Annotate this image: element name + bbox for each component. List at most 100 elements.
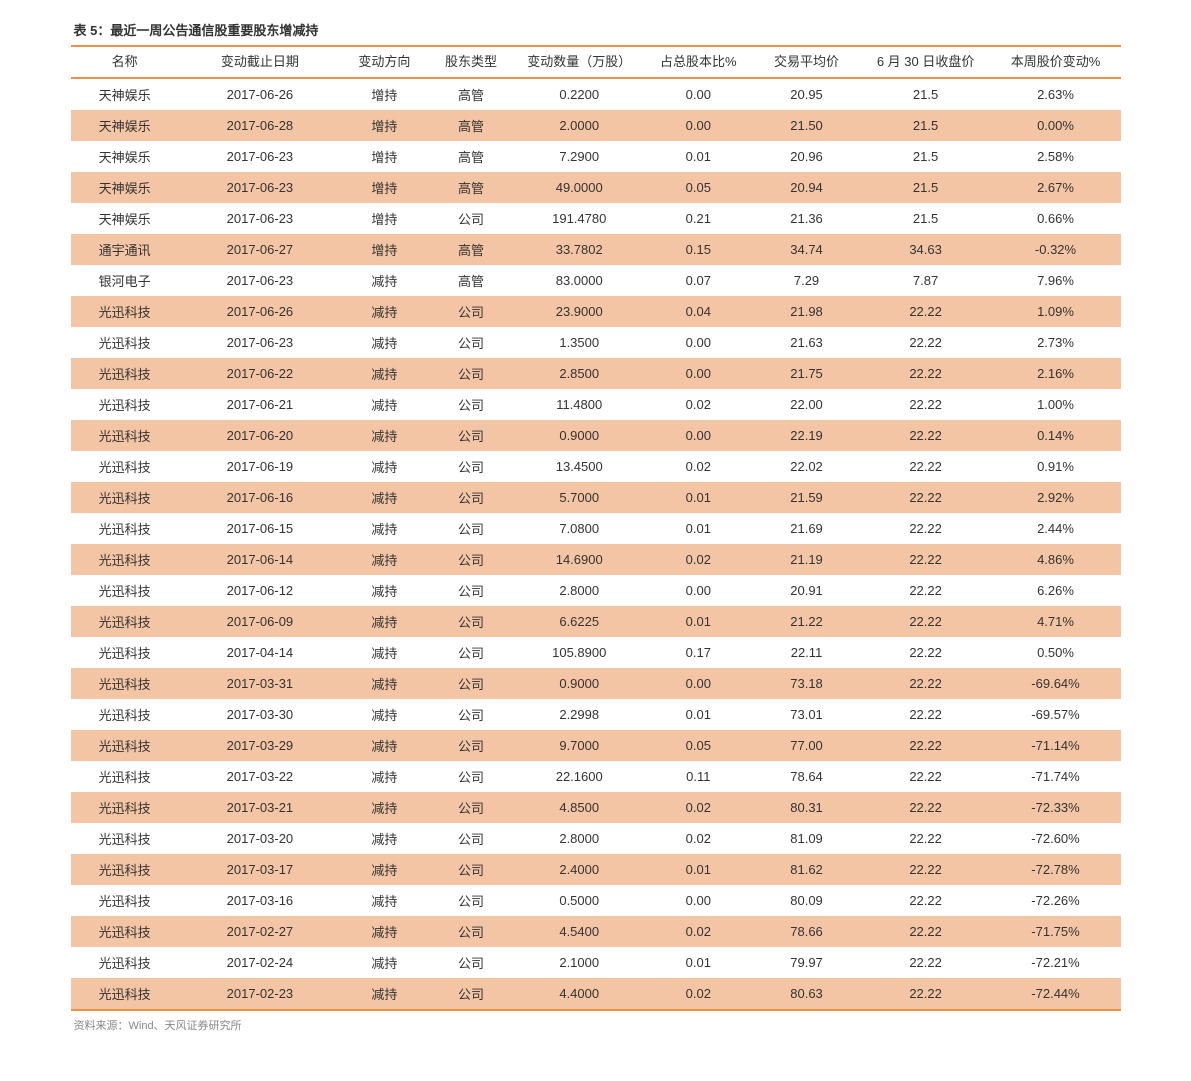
table-cell: 公司	[428, 575, 515, 606]
table-cell: 减持	[341, 358, 428, 389]
table-cell: 21.19	[752, 544, 860, 575]
table-cell: 光迅科技	[71, 792, 179, 823]
table-cell: 2017-03-21	[179, 792, 341, 823]
table-cell: 4.5400	[514, 916, 644, 947]
table-cell: 20.96	[752, 141, 860, 172]
table-cell: -71.75%	[991, 916, 1121, 947]
table-cell: 22.22	[861, 544, 991, 575]
table-cell: 光迅科技	[71, 327, 179, 358]
table-cell: -72.60%	[991, 823, 1121, 854]
table-cell: 公司	[428, 699, 515, 730]
table-row: 光迅科技2017-03-22减持公司22.16000.1178.6422.22-…	[71, 761, 1121, 792]
table-cell: 2017-06-23	[179, 265, 341, 296]
table-cell: 减持	[341, 296, 428, 327]
table-cell: 光迅科技	[71, 544, 179, 575]
table-cell: 23.9000	[514, 296, 644, 327]
table-cell: 5.7000	[514, 482, 644, 513]
table-cell: 22.22	[861, 699, 991, 730]
table-cell: 0.01	[644, 606, 752, 637]
table-cell: 2.67%	[991, 172, 1121, 203]
table-cell: 2017-06-21	[179, 389, 341, 420]
table-cell: 公司	[428, 389, 515, 420]
table-cell: 0.00	[644, 78, 752, 110]
table-cell: 光迅科技	[71, 637, 179, 668]
table-cell: 2.8000	[514, 575, 644, 606]
table-cell: 0.00	[644, 110, 752, 141]
table-cell: 22.22	[861, 916, 991, 947]
table-row: 光迅科技2017-06-19减持公司13.45000.0222.0222.220…	[71, 451, 1121, 482]
table-cell: -71.14%	[991, 730, 1121, 761]
table-cell: 7.87	[861, 265, 991, 296]
table-cell: 2017-04-14	[179, 637, 341, 668]
table-cell: 2.73%	[991, 327, 1121, 358]
table-cell: 33.7802	[514, 234, 644, 265]
table-cell: 公司	[428, 327, 515, 358]
table-cell: 2.92%	[991, 482, 1121, 513]
table-cell: 减持	[341, 451, 428, 482]
table-cell: 22.22	[861, 420, 991, 451]
table-cell: 77.00	[752, 730, 860, 761]
table-cell: 高管	[428, 78, 515, 110]
table-cell: 公司	[428, 885, 515, 916]
table-cell: 0.04	[644, 296, 752, 327]
table-cell: 22.22	[861, 575, 991, 606]
table-cell: 减持	[341, 730, 428, 761]
table-cell: 0.01	[644, 947, 752, 978]
table-cell: 天神娱乐	[71, 172, 179, 203]
table-cell: 0.00	[644, 668, 752, 699]
table-cell: 2017-03-30	[179, 699, 341, 730]
table-cell: 增持	[341, 78, 428, 110]
table-cell: 2017-06-23	[179, 327, 341, 358]
table-cell: 2017-06-22	[179, 358, 341, 389]
table-cell: 天神娱乐	[71, 78, 179, 110]
table-row: 光迅科技2017-04-14减持公司105.89000.1722.1122.22…	[71, 637, 1121, 668]
table-cell: 天神娱乐	[71, 203, 179, 234]
table-cell: 光迅科技	[71, 854, 179, 885]
col-header-direction: 变动方向	[341, 46, 428, 78]
table-cell: 4.86%	[991, 544, 1121, 575]
table-cell: 公司	[428, 668, 515, 699]
table-cell: 高管	[428, 110, 515, 141]
table-cell: 20.95	[752, 78, 860, 110]
table-row: 光迅科技2017-03-30减持公司2.29980.0173.0122.22-6…	[71, 699, 1121, 730]
table-cell: 公司	[428, 513, 515, 544]
table-row: 光迅科技2017-03-17减持公司2.40000.0181.6222.22-7…	[71, 854, 1121, 885]
table-cell: 6.6225	[514, 606, 644, 637]
table-cell: 公司	[428, 978, 515, 1010]
table-cell: 光迅科技	[71, 947, 179, 978]
table-cell: 0.2200	[514, 78, 644, 110]
table-cell: 公司	[428, 358, 515, 389]
table-cell: 光迅科技	[71, 916, 179, 947]
table-cell: 减持	[341, 761, 428, 792]
table-cell: 2017-03-20	[179, 823, 341, 854]
table-cell: 0.02	[644, 916, 752, 947]
table-cell: 减持	[341, 420, 428, 451]
table-cell: 22.22	[861, 947, 991, 978]
table-cell: 减持	[341, 885, 428, 916]
table-cell: 增持	[341, 141, 428, 172]
table-cell: 2017-06-09	[179, 606, 341, 637]
table-cell: 7.2900	[514, 141, 644, 172]
table-cell: -69.64%	[991, 668, 1121, 699]
table-cell: 21.5	[861, 110, 991, 141]
table-cell: 减持	[341, 947, 428, 978]
table-cell: 光迅科技	[71, 668, 179, 699]
table-cell: 20.94	[752, 172, 860, 203]
table-row: 光迅科技2017-06-09减持公司6.62250.0121.2222.224.…	[71, 606, 1121, 637]
table-row: 天神娱乐2017-06-23增持公司191.47800.2121.3621.50…	[71, 203, 1121, 234]
table-cell: 0.02	[644, 544, 752, 575]
table-cell: 减持	[341, 916, 428, 947]
table-cell: 减持	[341, 668, 428, 699]
table-cell: 2017-06-26	[179, 78, 341, 110]
table-cell: 0.14%	[991, 420, 1121, 451]
table-cell: 光迅科技	[71, 978, 179, 1010]
table-cell: 22.22	[861, 358, 991, 389]
table-cell: 22.22	[861, 792, 991, 823]
table-cell: 减持	[341, 575, 428, 606]
table-cell: 73.18	[752, 668, 860, 699]
table-row: 光迅科技2017-02-24减持公司2.10000.0179.9722.22-7…	[71, 947, 1121, 978]
table-cell: 22.22	[861, 978, 991, 1010]
table-cell: 20.91	[752, 575, 860, 606]
table-cell: 减持	[341, 389, 428, 420]
table-cell: 光迅科技	[71, 358, 179, 389]
